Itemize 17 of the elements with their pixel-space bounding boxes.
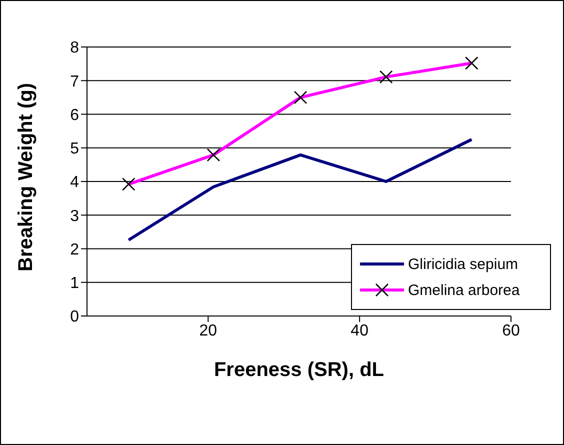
y-axis-title: Breaking Weight (g) [15,82,38,272]
x-tick-label: 40 [350,322,369,340]
y-tick-label: 8 [70,40,80,57]
x-tick-label: 60 [502,322,520,340]
y-tick-label: 5 [70,140,80,158]
y-tick-label: 7 [70,73,80,90]
y-tick-label: 6 [70,106,80,124]
x-tick-label: 20 [199,322,218,340]
y-tick-label: 4 [70,174,80,192]
legend-label: Gliricidia sepium [408,256,518,272]
line-series [127,138,474,242]
y-tick-label: 2 [70,241,80,258]
y-tick-label: 3 [70,208,80,225]
y-tick-label: 1 [70,275,80,292]
x-axis-title: Freeness (SR), dL [214,359,384,381]
y-tick-label: 0 [70,308,80,326]
legend-label: Gmelina arborea [408,282,520,298]
